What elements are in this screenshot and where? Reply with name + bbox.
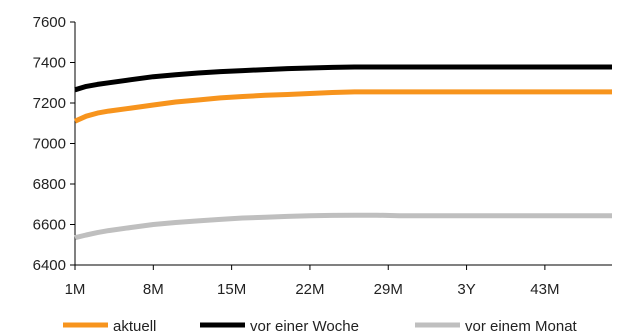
x-tick-label: 29M [374, 281, 403, 298]
x-tick-label: 15M [217, 281, 246, 298]
x-tick-label: 3Y [457, 281, 475, 298]
series-line-2 [74, 212, 612, 241]
x-tick-label: 43M [530, 281, 559, 298]
series-line-0 [73, 89, 612, 124]
y-tick-label: 7000 [33, 136, 66, 153]
y-tick-label: 6400 [33, 257, 66, 274]
legend-label-0: aktuell [113, 318, 156, 334]
legend-label-2: vor einem Monat [465, 318, 578, 334]
y-tick-label: 7200 [33, 95, 66, 112]
x-tick-label: 1M [65, 281, 86, 298]
chart-axes: 6400 6600 6800 7000 7200 7400 7600 1M 8M 15M 22M 29… [33, 14, 612, 298]
y-tick-label: 6600 [33, 217, 66, 234]
legend: aktuell vor einer Woche vor einem Monat [63, 318, 578, 334]
series-line-1 [74, 64, 612, 93]
x-tick-label: 8M [143, 281, 164, 298]
series-layer [73, 64, 612, 241]
x-tick-label: 22M [295, 281, 324, 298]
y-tick-label: 7600 [33, 14, 66, 31]
legend-label-1: vor einer Woche [250, 318, 359, 334]
y-tick-label: 7400 [33, 55, 66, 72]
y-tick-label: 6800 [33, 176, 66, 193]
